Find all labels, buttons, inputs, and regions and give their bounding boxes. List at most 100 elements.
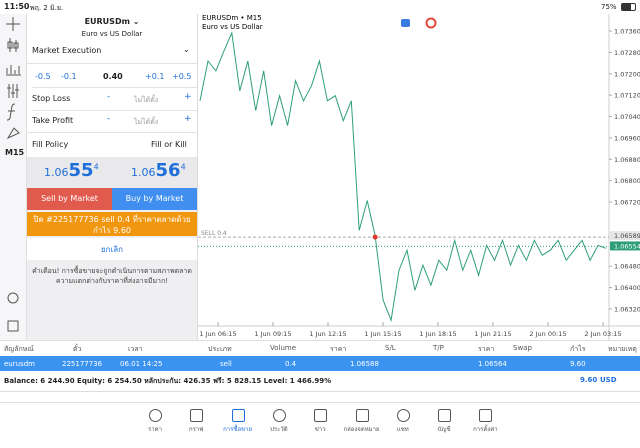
crosshair-icon[interactable]: [6, 17, 20, 31]
cell[interactable]: 225177736: [62, 360, 103, 368]
total-profit: 9.60: [580, 376, 598, 384]
volume-step[interactable]: +0.1: [145, 72, 165, 81]
tab-label[interactable]: กล่องจดหมาย: [343, 426, 380, 433]
take-profit-minus[interactable]: -: [107, 114, 111, 124]
objects-icon[interactable]: [6, 127, 20, 140]
tab-label[interactable]: แชท: [396, 426, 409, 433]
x-tick-label: 2 Jun 03:15: [584, 330, 621, 338]
ask-price: 1.06564: [131, 160, 186, 181]
column-header: สัญลักษณ์: [4, 345, 34, 353]
cell[interactable]: eurusdm: [4, 360, 35, 368]
sell-button[interactable]: Sell by Market: [27, 188, 112, 210]
price-line: [199, 31, 607, 323]
stop-loss-label: Stop Loss: [32, 94, 71, 103]
battery-level: 75%: [601, 3, 617, 11]
take-profit-label: Take Profit: [32, 116, 74, 125]
close-profit[interactable]: กำไร 9.60: [92, 226, 131, 235]
stop-loss-plus[interactable]: +: [184, 92, 192, 102]
tab-bar: ราคา กราฟ การซื้อขาย ประวัติ ข่าว กล่องจดหมาย…: [0, 402, 640, 448]
tab-label[interactable]: กราฟ: [189, 426, 204, 433]
dropdown-chevron[interactable]: ⌄: [183, 45, 190, 54]
time: 11:50: [4, 2, 30, 11]
positions-table: สัญลักษณ์ ตั๋ว เวลา ประเภท Volume ราคา S/L T/P ร…: [0, 340, 640, 393]
price-chart[interactable]: EURUSDm • M15 Euro vs US Dollar 1.07360 1…: [198, 14, 640, 340]
tab-icon[interactable]: [190, 409, 204, 422]
toolbar-icons: [6, 17, 21, 332]
close-notice[interactable]: ปิด #225177736 sell 0.4 ที่ราคาตลาดด้วย: [33, 215, 191, 224]
column-header: ประเภท: [208, 345, 232, 353]
position-row[interactable]: [0, 356, 640, 371]
ask-tail: 4: [180, 162, 186, 172]
tab-icon[interactable]: [272, 409, 286, 422]
sync-icon[interactable]: [7, 320, 19, 332]
tab-icon[interactable]: [231, 409, 245, 422]
column-header: เวลา: [128, 345, 143, 353]
toolbar: M15: [0, 14, 27, 340]
cell[interactable]: 9.60: [570, 360, 586, 368]
y-tick-label: 1.07120: [614, 92, 640, 100]
x-tick-label: 1 Jun 18:15: [419, 330, 456, 338]
bid-price: 1.06554: [44, 160, 99, 181]
tab-label[interactable]: การตั้งค่า: [473, 426, 498, 433]
bid-price-label: 1.06554: [614, 242, 640, 250]
cancel-button[interactable]: ยกเลิก: [100, 245, 123, 254]
tab-label[interactable]: ประวัติ: [270, 426, 288, 433]
cell[interactable]: 1.06564: [478, 360, 507, 368]
tab-label[interactable]: ข่าว: [314, 426, 326, 433]
volume-step[interactable]: +0.5: [172, 72, 192, 81]
stop-loss-minus[interactable]: -: [107, 92, 111, 102]
tab-icon[interactable]: [355, 409, 369, 422]
cell[interactable]: 1.06588: [350, 360, 379, 368]
take-profit-plus[interactable]: +: [184, 114, 192, 124]
column-header: ราคา: [330, 345, 347, 353]
bid-big: 55: [68, 160, 94, 181]
x-tick-label: 1 Jun 12:15: [309, 330, 346, 338]
timeframe[interactable]: M15: [5, 148, 25, 157]
chart-subtitle: Euro vs US Dollar: [202, 23, 263, 31]
tab-label[interactable]: การซื้อขาย: [223, 426, 253, 433]
stop-loss-value[interactable]: ไม่ได้ตั้ง: [134, 96, 159, 104]
trade-marker: [372, 234, 378, 240]
ask-big: 56: [155, 160, 181, 181]
execution-type[interactable]: Market Execution: [32, 46, 102, 55]
tab-icon[interactable]: [396, 409, 410, 422]
indicators-icon[interactable]: [7, 38, 19, 52]
symbol-header[interactable]: [27, 14, 197, 42]
buy-button[interactable]: Buy by Market: [112, 188, 197, 210]
settings-icon[interactable]: [7, 84, 19, 98]
symbol-name: EURUSDm: [84, 17, 130, 26]
trade-icon[interactable]: [401, 19, 410, 27]
cell[interactable]: sell: [220, 360, 232, 368]
x-tick-label: 1 Jun 06:15: [199, 330, 236, 338]
ask-head: 1.06: [131, 166, 156, 179]
tab-label[interactable]: บัญชี: [437, 426, 451, 433]
volume-step[interactable]: -0.1: [61, 72, 77, 81]
tab-icon[interactable]: [479, 409, 493, 422]
tab-icon[interactable]: [438, 409, 452, 422]
take-profit-value[interactable]: ไม่ได้ตั้ง: [134, 118, 159, 126]
one-click-icon[interactable]: [425, 17, 437, 29]
tab-icon[interactable]: [149, 409, 162, 422]
chart-title: EURUSDm • M15: [202, 14, 262, 22]
cell[interactable]: 0.4: [285, 360, 297, 368]
order-panel: EURUSDm ⌄ Euro vs US Dollar Market Execu…: [27, 14, 198, 340]
sell-price-label: 1.06589: [614, 232, 640, 240]
volume-step[interactable]: -0.5: [35, 72, 51, 81]
order-form: [27, 42, 197, 157]
account-summary: Balance: 6 244.90 Equity: 6 254.50 หลักป…: [4, 377, 332, 385]
symbol[interactable]: EURUSDm ⌄: [84, 17, 140, 26]
fill-policy-value[interactable]: Fill or Kill: [151, 140, 187, 149]
column-header: หมายเหตุ: [608, 345, 637, 353]
tab-icon[interactable]: [314, 409, 328, 422]
chart-type-icon[interactable]: [6, 65, 21, 76]
tab-label[interactable]: ราคา: [148, 426, 162, 433]
volume-value[interactable]: 0.40: [103, 72, 123, 81]
search-icon[interactable]: [7, 292, 19, 304]
sell-line-label: SELL 0.4: [201, 230, 227, 237]
close-button[interactable]: [27, 212, 197, 236]
cell[interactable]: 06.01 14:25: [120, 360, 163, 368]
y-tick-label: 1.07040: [614, 113, 640, 121]
x-tick-label: 1 Jun 15:15: [364, 330, 401, 338]
function-icon[interactable]: [6, 103, 16, 121]
